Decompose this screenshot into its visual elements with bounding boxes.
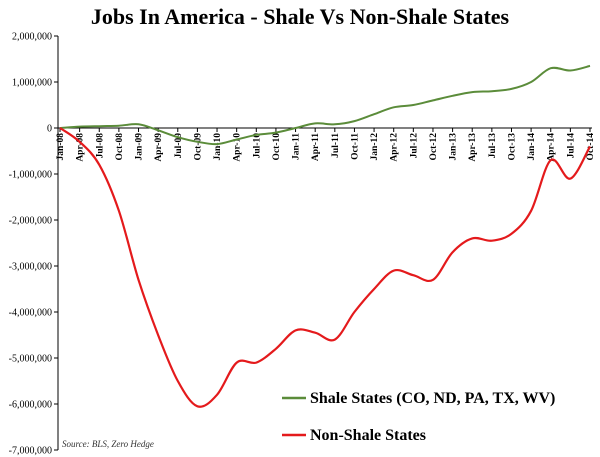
x-tick-label: Oct-09	[193, 133, 203, 161]
x-tick-label: Oct-14	[586, 133, 596, 161]
legend-label: Shale States (CO, ND, PA, TX, WV)	[310, 390, 555, 407]
x-tick-label: Jul-13	[488, 133, 498, 159]
x-tick-label: Jan-08	[56, 133, 66, 161]
y-tick-label: -2,000,000	[9, 216, 52, 227]
x-tick-label: Jan-12	[370, 133, 380, 161]
x-tick-label: Apr-14	[547, 133, 557, 162]
x-tick-label: Apr-13	[468, 133, 478, 162]
legend-label: Non-Shale States	[310, 427, 426, 444]
x-tick-label: Apr-09	[154, 133, 164, 162]
y-tick-label: 0	[47, 124, 52, 135]
y-tick-label: 2,000,000	[12, 32, 52, 43]
y-tick-label: -6,000,000	[9, 400, 52, 411]
x-tick-label: Jan-10	[213, 133, 223, 161]
x-tick-label: Jan-14	[527, 133, 537, 161]
x-tick-label: Jan-13	[449, 133, 459, 161]
x-tick-label: Oct-11	[350, 133, 360, 160]
y-tick-label: -1,000,000	[9, 170, 52, 181]
y-tick-label: -3,000,000	[9, 262, 52, 273]
y-tick-label: 1,000,000	[12, 78, 52, 89]
x-tick-label: Jul-10	[252, 133, 262, 159]
series-line-shale	[59, 64, 591, 146]
x-tick-label: Jan-11	[292, 133, 302, 160]
x-tick-label: Jan-09	[135, 133, 145, 161]
x-tick-label: Jul-09	[174, 133, 184, 159]
x-tick-label: Jul-08	[95, 133, 105, 159]
series-line-non-shale	[59, 127, 591, 408]
x-tick-label: Oct-10	[272, 133, 282, 161]
x-tick-label: Jul-14	[566, 133, 576, 159]
x-tick-label: Oct-12	[429, 133, 439, 161]
x-tick-label: Apr-10	[233, 133, 243, 162]
y-tick-label: -5,000,000	[9, 354, 52, 365]
x-tick-label: Apr-11	[311, 133, 321, 161]
x-tick-label: Oct-13	[507, 133, 517, 161]
x-tick-label: Apr-08	[76, 133, 86, 162]
y-tick-label: -4,000,000	[9, 308, 52, 319]
source-note: Source: BLS, Zero Hedge	[62, 439, 154, 449]
chart-title: Jobs In America - Shale Vs Non-Shale Sta…	[90, 4, 510, 29]
x-tick-label: Jul-11	[331, 133, 341, 158]
x-tick-label: Jul-12	[409, 133, 419, 159]
x-tick-label: Apr-12	[390, 133, 400, 162]
y-tick-label: -7,000,000	[9, 446, 52, 457]
x-tick-label: Oct-08	[115, 133, 125, 161]
